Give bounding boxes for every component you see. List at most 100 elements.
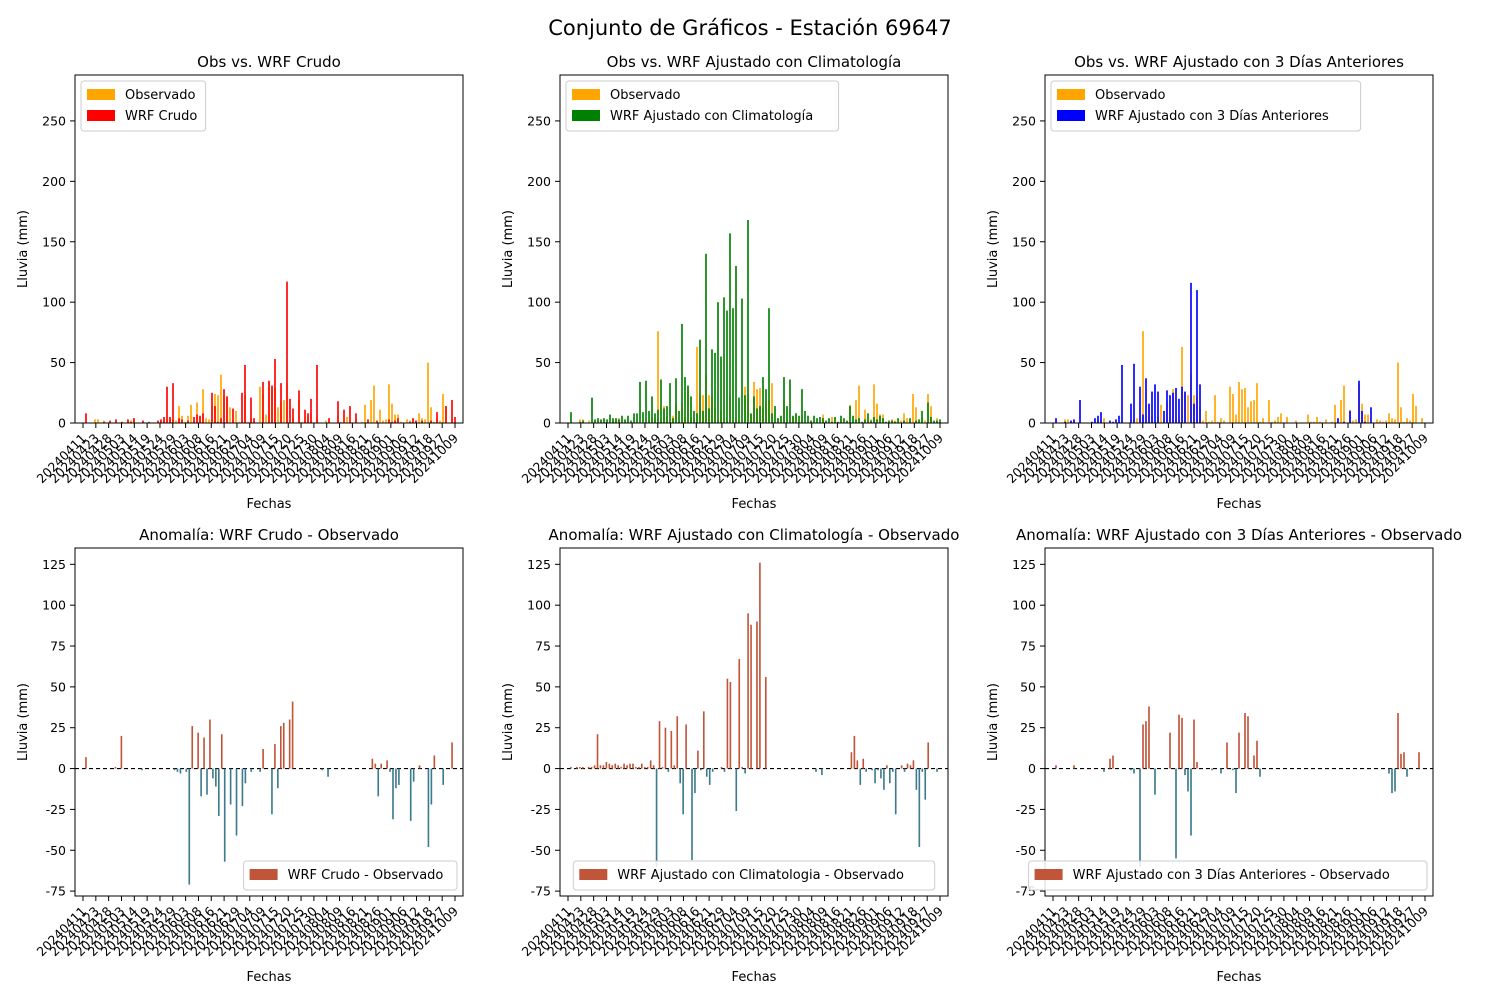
bar [864, 419, 866, 423]
bar [696, 413, 698, 423]
bar [639, 381, 641, 423]
bar [1286, 416, 1288, 423]
y-tick-label: 125 [1012, 557, 1036, 572]
legend-swatch [572, 110, 600, 121]
bar [209, 719, 211, 769]
x-axis-label: Fechas [732, 970, 777, 985]
bar [1343, 385, 1345, 423]
bar [599, 765, 602, 769]
bar [130, 421, 132, 423]
bar [283, 400, 285, 423]
bar [1355, 419, 1357, 423]
bar [202, 413, 204, 423]
bar [241, 768, 244, 807]
panel-anomalia-wrf-crudo: Anomalía: WRF Crudo - Observado -75 -50 -25… [16, 526, 464, 985]
bar [646, 766, 649, 769]
bar [169, 416, 171, 423]
bar [921, 768, 924, 772]
bar [861, 421, 863, 423]
bar [1364, 414, 1366, 423]
y-tick-label: -50 [46, 843, 66, 858]
bar [250, 768, 253, 772]
bar [597, 418, 599, 423]
bar [649, 760, 652, 769]
bar [1055, 765, 1057, 769]
bar [445, 406, 447, 423]
bar [1235, 768, 1237, 794]
bar [346, 416, 348, 423]
bar [629, 763, 631, 769]
bar [738, 659, 741, 769]
bar [1133, 363, 1135, 423]
bar [328, 418, 330, 423]
legend-label: WRF Crudo - Observado [288, 868, 444, 883]
y-tick-label: 100 [527, 295, 551, 310]
bar [120, 735, 123, 769]
bar [795, 413, 797, 423]
bar [250, 397, 252, 423]
bar [232, 408, 234, 423]
bar [253, 418, 255, 423]
bar [1274, 420, 1276, 423]
legend-label: Observado [125, 88, 196, 103]
legend-swatch [1034, 869, 1063, 880]
bar [678, 410, 680, 423]
legend-swatch [87, 89, 115, 100]
bar [1412, 394, 1414, 423]
bar [652, 765, 655, 769]
bar [753, 396, 755, 423]
bar [412, 768, 415, 782]
bar [259, 768, 261, 772]
bar [702, 711, 705, 769]
bar [286, 281, 288, 423]
bar [732, 308, 734, 423]
bar [711, 768, 714, 772]
bar [187, 420, 189, 423]
bar [288, 719, 291, 769]
bar [605, 762, 608, 769]
bar [626, 765, 628, 769]
bar [238, 421, 240, 423]
bar [220, 734, 223, 769]
bar [244, 768, 247, 784]
y-axis-label: Lluvia (mm) [986, 210, 1001, 288]
bar [1142, 724, 1144, 769]
bar [292, 408, 294, 423]
bar [618, 419, 620, 423]
y-axis-label: Lluvia (mm) [16, 210, 31, 288]
bar [672, 418, 674, 423]
bar [271, 385, 273, 423]
bar [1109, 758, 1111, 769]
bar [657, 331, 659, 423]
bar [1421, 418, 1423, 423]
bar [406, 419, 408, 423]
bar [271, 768, 273, 815]
bar [909, 765, 912, 769]
bar [1229, 386, 1231, 423]
bar [206, 768, 208, 795]
x-axis-label: Fechas [1217, 497, 1262, 512]
bar [1388, 413, 1390, 423]
bar [897, 418, 899, 423]
bar [804, 410, 806, 423]
bar [679, 768, 682, 784]
bar [699, 339, 701, 423]
bar [750, 624, 752, 769]
bar [1139, 768, 1141, 867]
bar [697, 750, 699, 769]
bar [1169, 732, 1171, 769]
bar [1253, 755, 1255, 769]
bar [815, 768, 817, 772]
chart-title: Anomalía: WRF Ajustado con 3 Días Anteri… [1016, 526, 1462, 544]
y-tick-label: 100 [527, 598, 551, 613]
bar [1118, 415, 1120, 423]
bar [214, 406, 216, 423]
bar [223, 768, 226, 862]
bar [1187, 395, 1189, 423]
legend-box [243, 860, 458, 891]
bar [864, 409, 866, 423]
bar [921, 410, 923, 423]
bar [579, 421, 581, 423]
bar [142, 420, 144, 423]
bar [667, 768, 670, 772]
